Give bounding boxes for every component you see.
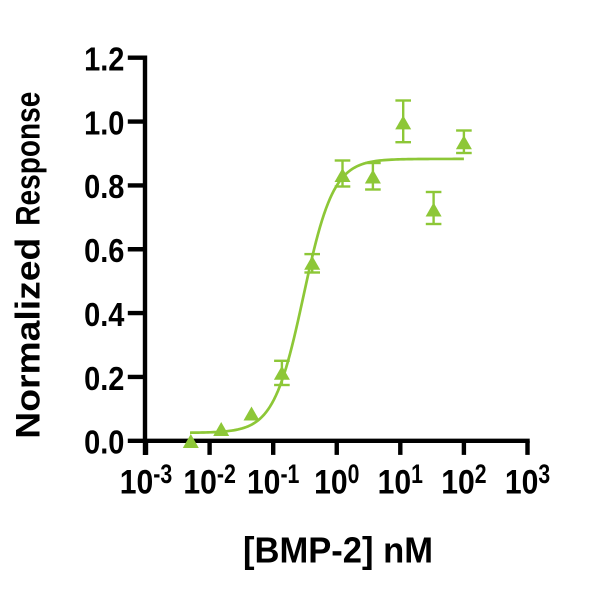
svg-text:0: 0: [348, 459, 360, 489]
svg-text:0.8: 0.8: [84, 168, 124, 205]
svg-text:1.0: 1.0: [84, 104, 124, 141]
svg-text:10: 10: [183, 464, 217, 502]
svg-text:10: 10: [505, 464, 538, 502]
svg-text:2: 2: [475, 459, 487, 489]
svg-text:-1: -1: [280, 459, 299, 489]
svg-text:-2: -2: [217, 459, 236, 489]
svg-text:10: 10: [314, 464, 348, 502]
svg-text:10: 10: [378, 464, 412, 502]
svg-text:0.6: 0.6: [84, 232, 124, 269]
svg-text:Response: Response: [10, 92, 48, 226]
svg-text:1.2: 1.2: [84, 41, 124, 78]
svg-text:0.2: 0.2: [84, 360, 124, 397]
svg-text:[BMP-2] nM: [BMP-2] nM: [243, 530, 433, 571]
svg-text:1: 1: [411, 459, 423, 489]
svg-text:10: 10: [247, 464, 281, 502]
svg-text:Normalized: Normalized: [10, 238, 48, 439]
svg-text:0.4: 0.4: [84, 296, 125, 333]
svg-text:0.0: 0.0: [84, 424, 124, 461]
svg-text:3: 3: [538, 459, 550, 489]
svg-text:10: 10: [441, 464, 475, 502]
svg-text:-3: -3: [153, 459, 172, 489]
svg-text:10: 10: [120, 464, 154, 502]
